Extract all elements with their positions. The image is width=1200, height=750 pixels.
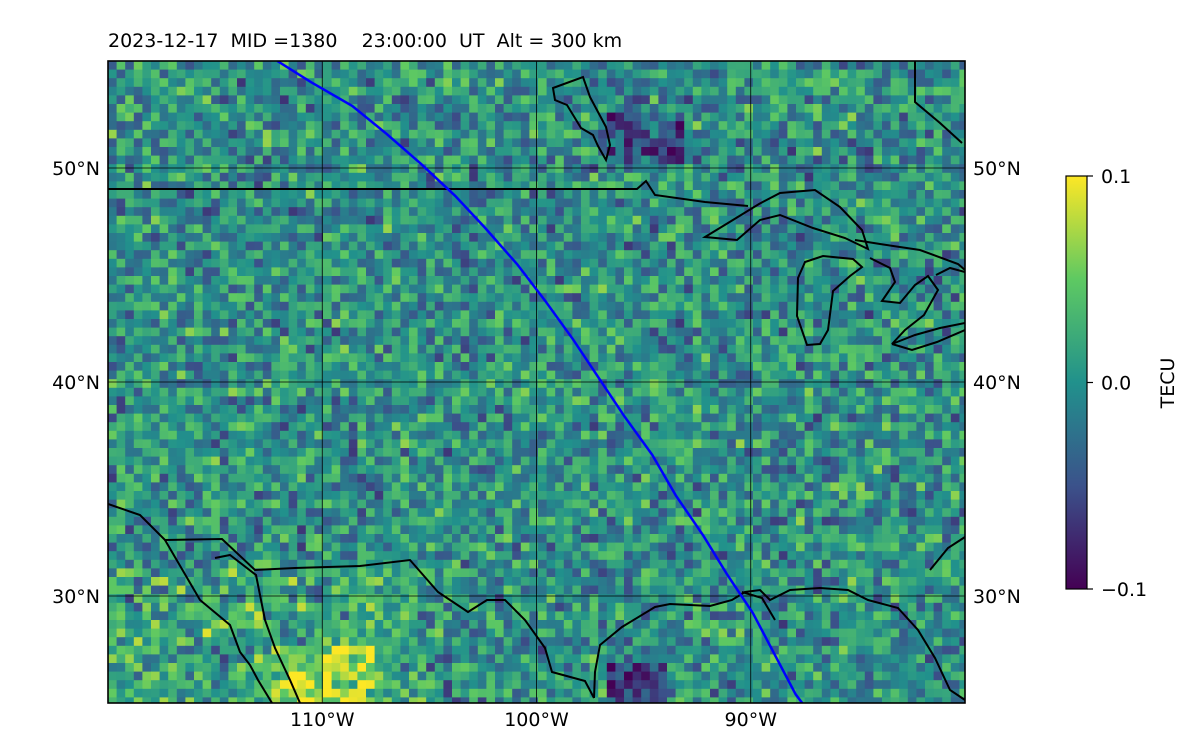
map-title: 2023-12-17 MID =1380 23:00:00 UT Alt = 3… — [108, 30, 623, 52]
lon-tick-label: 100°W — [504, 709, 569, 731]
coast-florida — [929, 536, 965, 571]
coast-gulf — [593, 586, 965, 701]
colorbar-label: TECU — [1157, 358, 1179, 410]
lat-tick-label-left: 50°N — [52, 158, 100, 180]
colorbar-ticks: 0.1 0.0 −0.1 — [1087, 166, 1147, 601]
coast-st-lawrence — [854, 239, 965, 271]
lon-tick-label: 110°W — [290, 709, 355, 731]
lat-tick-label-left: 40°N — [52, 372, 100, 394]
satellite-track — [276, 61, 804, 703]
lake-superior — [701, 188, 870, 251]
lat-tick-label-right: 50°N — [973, 158, 1021, 180]
lon-tick-label: 90°W — [725, 709, 778, 731]
lat-tick-label-right: 30°N — [973, 586, 1021, 608]
colorbar-tick-label: 0.0 — [1101, 373, 1131, 395]
lake-michigan — [795, 254, 864, 347]
coast-hudson — [551, 75, 612, 163]
coast-texas-bay — [741, 591, 776, 621]
coastlines — [108, 61, 965, 703]
map-frame — [107, 60, 966, 704]
colorbar-gradient — [1065, 175, 1088, 590]
graticule — [108, 61, 965, 703]
lake-huron — [869, 257, 965, 345]
lake-erie — [891, 329, 965, 352]
colorbar-tick-label: 0.1 — [1101, 166, 1131, 188]
coast-baja-west — [214, 553, 301, 703]
coast-baja-east — [164, 539, 273, 703]
lat-tick-label-left: 30°N — [52, 586, 100, 608]
lake-ontario — [935, 266, 965, 276]
coast-northeast — [914, 61, 963, 144]
border-us-mexico — [108, 503, 595, 699]
lat-tick-label-right: 40°N — [973, 372, 1021, 394]
axis-ticks: 110°W 100°W 90°W 50°N 50°N 40°N 40°N 30°N 30°N — [52, 158, 1021, 731]
border-us-canada — [108, 179, 749, 207]
colorbar-tick-label: −0.1 — [1101, 579, 1147, 601]
tec-cells — [108, 61, 965, 703]
